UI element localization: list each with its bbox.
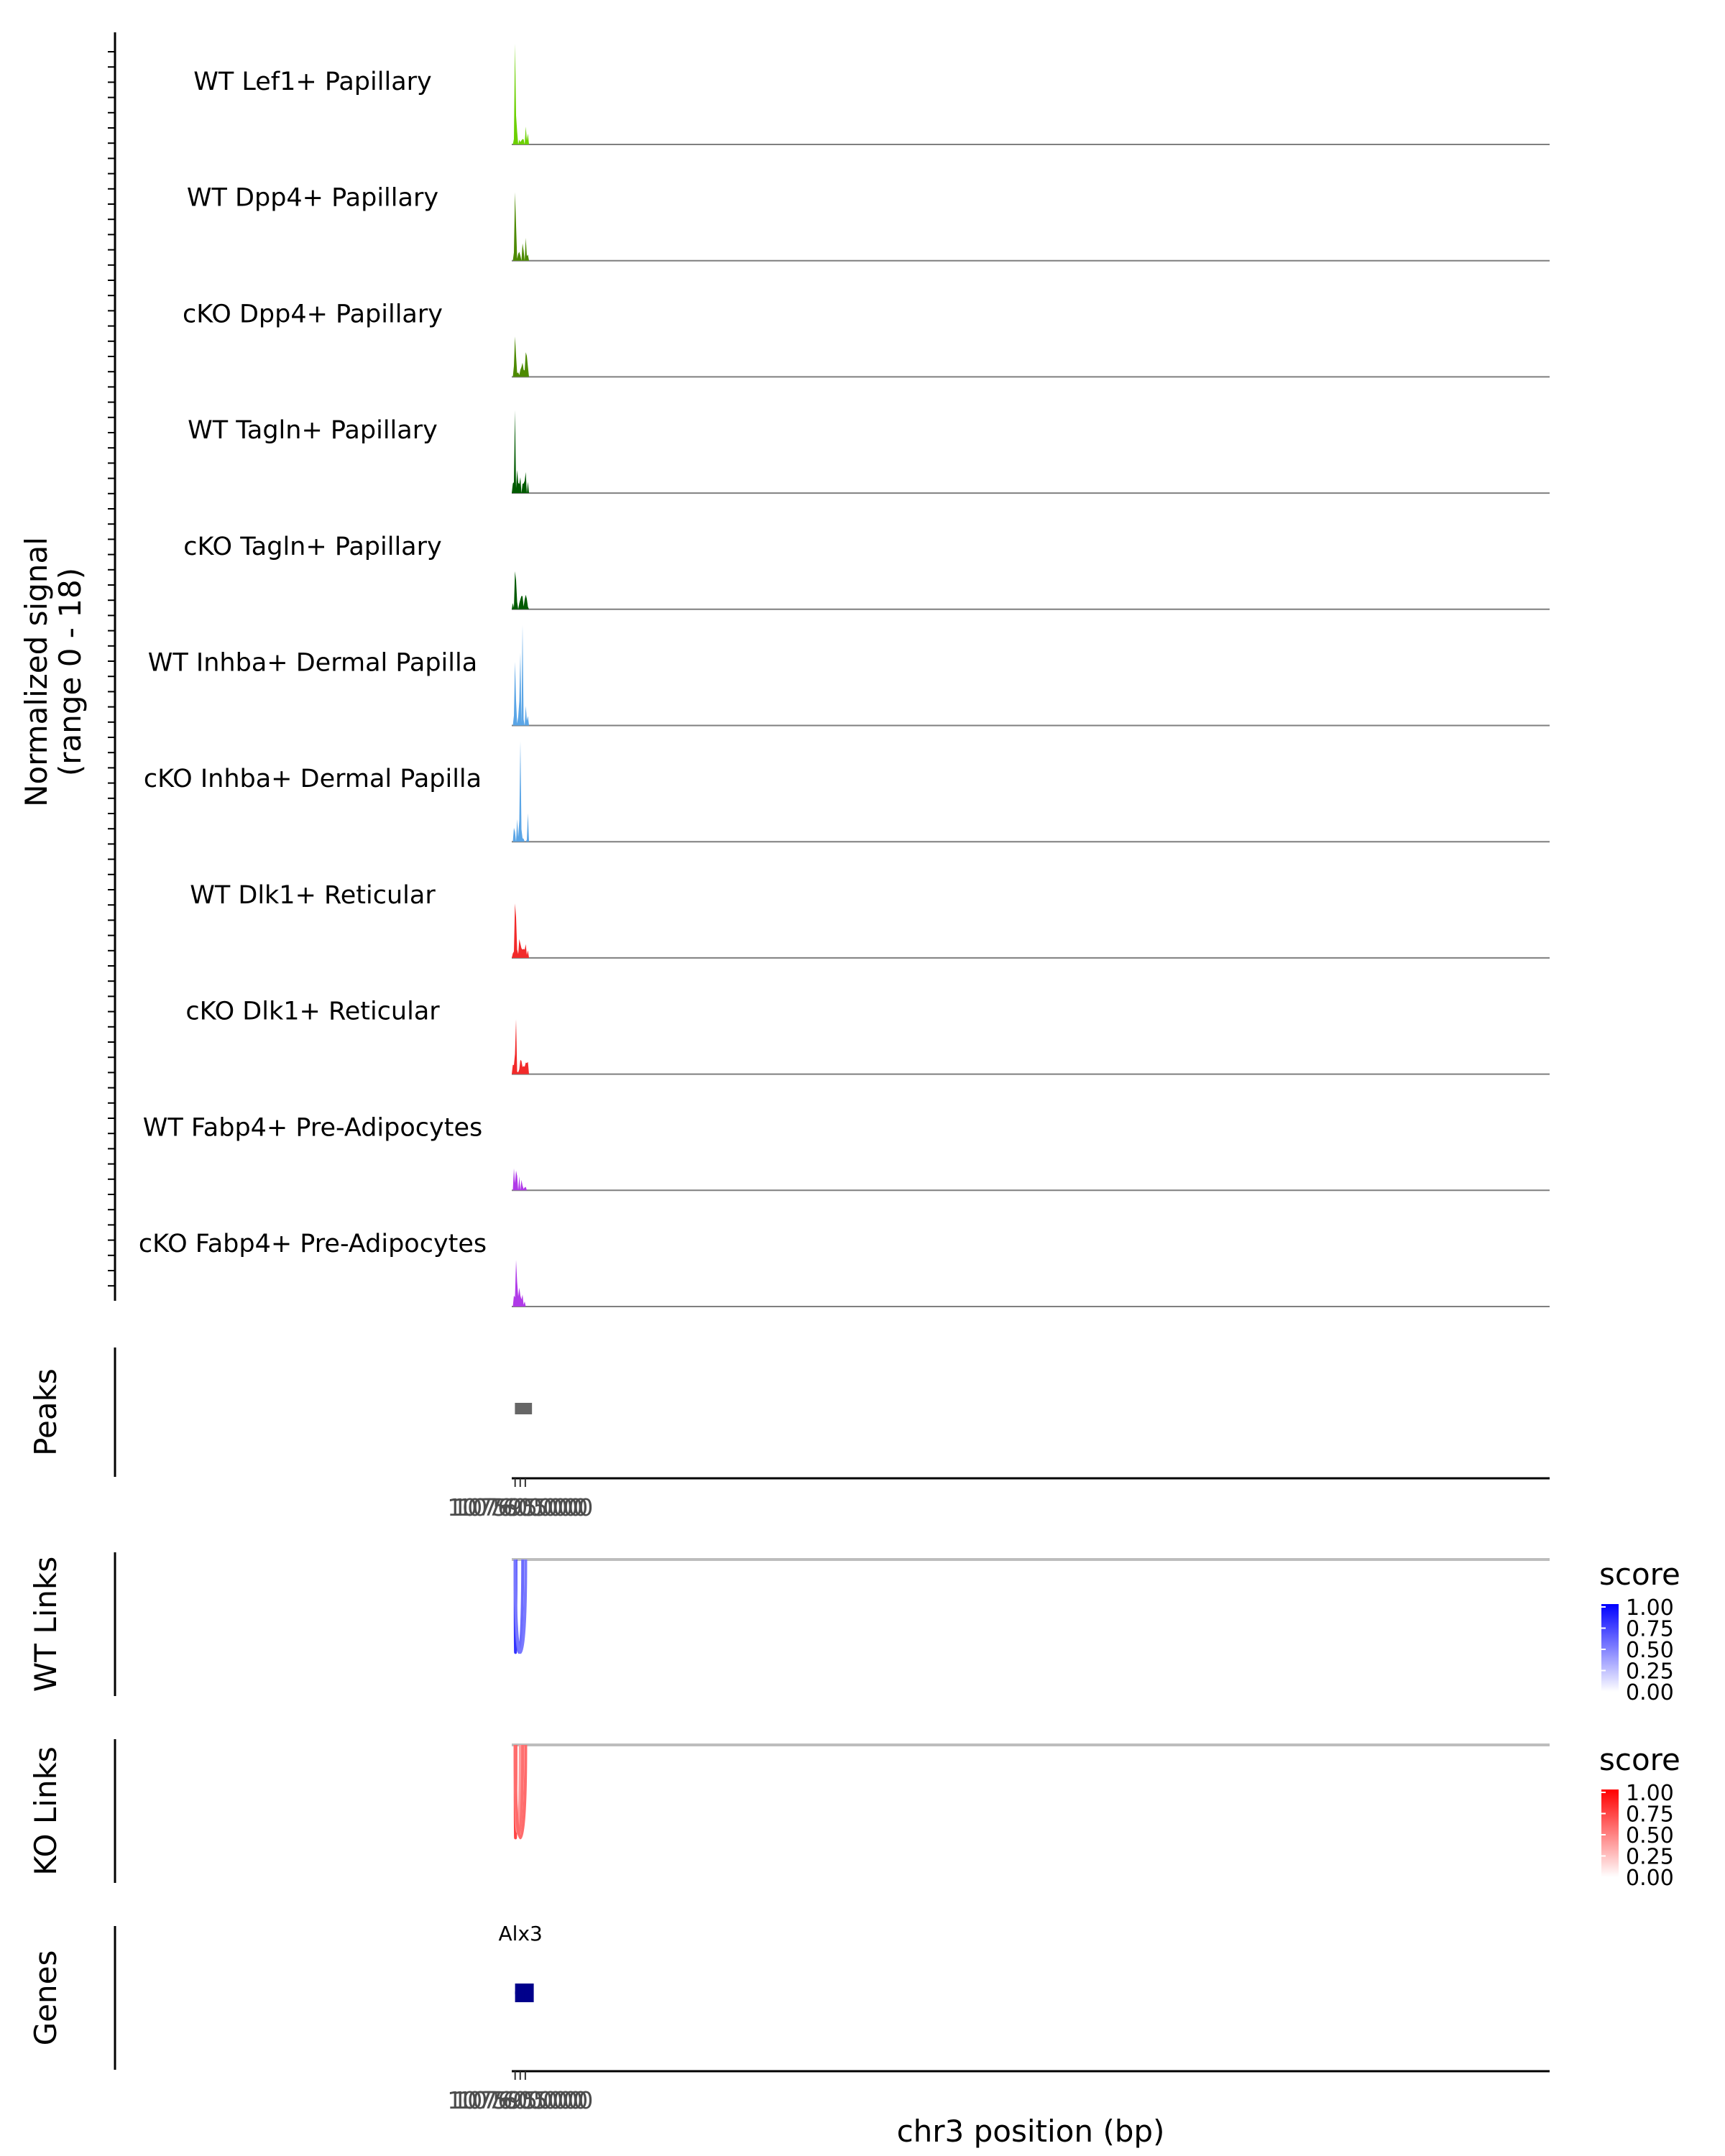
legend-label: 0.25 xyxy=(1626,1659,1674,1685)
track-label: WT Lef1+ Papillary xyxy=(193,68,432,96)
coverage-track: WT Inhba+ Dermal Papilla xyxy=(148,625,1550,727)
ko-links-section: KO Links score 1.000.750.500.250.00 xyxy=(28,1739,1680,1891)
coverage-tracks: WT Lef1+ Papillary WT Dpp4+ Papillary cKO … xyxy=(139,44,1550,1307)
x-tick-label: 107595000 xyxy=(447,2086,583,2114)
x-axis-title: chr3 position (bp) xyxy=(897,2114,1165,2149)
coverage-track: WT Tagln+ Papillary xyxy=(188,410,1550,494)
track-label: WT Dpp4+ Papillary xyxy=(187,184,438,213)
wt-links-legend: score 1.000.750.500.250.00 xyxy=(1599,1557,1680,1705)
wt-legend-title: score xyxy=(1599,1557,1680,1592)
track-label: WT Fabp4+ Pre-Adipocytes xyxy=(143,1113,482,1142)
x-tick-label: 107600000 xyxy=(452,2086,588,2114)
coverage-track: WT Fabp4+ Pre-Adipocytes xyxy=(143,1113,1550,1192)
legend-label: 0.75 xyxy=(1626,1802,1674,1828)
x-tick-label: 107595000 xyxy=(447,1493,583,1521)
genes-label: Genes xyxy=(28,1950,63,2046)
ko-legend-colorbar xyxy=(1601,1789,1619,1877)
coverage-ylabel-line1: Normalized signal xyxy=(19,537,54,807)
link-arc xyxy=(513,1744,528,1840)
peaks-label: Peaks xyxy=(28,1368,63,1456)
track-label: WT Tagln+ Papillary xyxy=(188,416,438,445)
link-arc xyxy=(513,1559,528,1654)
ko-link-arcs xyxy=(513,1744,528,1840)
track-label: cKO Dpp4+ Papillary xyxy=(183,300,443,328)
genes-section: Genes Alx3 xyxy=(28,1922,543,2070)
coverage-section: Normalized signal (range 0 - 18) WT Lef1… xyxy=(19,32,1550,1307)
coverage-track: WT Dlk1+ Reticular xyxy=(190,881,1550,959)
peak-regions xyxy=(515,1403,533,1414)
x-tick-label: 107605000 xyxy=(457,1493,593,1521)
coverage-track: cKO Dpp4+ Papillary xyxy=(183,300,1550,378)
legend-label: 0.25 xyxy=(1626,1845,1674,1870)
gene-models: Alx3 xyxy=(499,1922,543,2002)
legend-label: 1.00 xyxy=(1626,1781,1674,1806)
track-label: WT Dlk1+ Reticular xyxy=(190,881,436,910)
track-label: cKO Inhba+ Dermal Papilla xyxy=(144,765,482,793)
wt-links-section: WT Links score 1.000.750.500.250.00 xyxy=(28,1552,1680,1705)
coverage-track: cKO Inhba+ Dermal Papilla xyxy=(144,741,1550,843)
legend-label: 0.00 xyxy=(1626,1680,1674,1705)
track-label: cKO Tagln+ Papillary xyxy=(183,533,442,561)
ko-legend-title: score xyxy=(1599,1742,1680,1777)
gene-exon xyxy=(525,1984,534,2002)
legend-label: 0.50 xyxy=(1626,1638,1674,1663)
ko-links-legend: score 1.000.750.500.250.00 xyxy=(1599,1742,1680,1891)
coverage-track: cKO Dlk1+ Reticular xyxy=(185,998,1550,1075)
legend-label: 0.75 xyxy=(1626,1617,1674,1642)
gene-model: Alx3 xyxy=(499,1922,543,2002)
coverage-y-ticks xyxy=(108,51,115,1287)
coverage-track: WT Dpp4+ Papillary xyxy=(187,184,1550,262)
track-label: WT Inhba+ Dermal Papilla xyxy=(148,649,477,678)
coverage-track: cKO Fabp4+ Pre-Adipocytes xyxy=(139,1230,1550,1307)
coverage-ylabel-line2: (range 0 - 18) xyxy=(52,568,88,776)
track-label: cKO Fabp4+ Pre-Adipocytes xyxy=(139,1230,487,1258)
peak-region xyxy=(525,1403,533,1414)
peak-region xyxy=(515,1403,522,1414)
coverage-track: WT Lef1+ Papillary xyxy=(193,44,1550,145)
x-tick-label: 107605000 xyxy=(457,2086,593,2114)
x-tick-label: 107600000 xyxy=(452,1493,588,1521)
wt-legend-colorbar xyxy=(1601,1604,1619,1692)
wt-link-arcs xyxy=(513,1559,528,1654)
legend-label: 0.50 xyxy=(1626,1823,1674,1848)
legend-label: 1.00 xyxy=(1626,1595,1674,1621)
coverage-track: cKO Tagln+ Papillary xyxy=(183,533,1550,610)
wt-links-label: WT Links xyxy=(28,1557,63,1692)
peaks-section: Peaks xyxy=(28,1348,533,1477)
gene-name: Alx3 xyxy=(499,1922,543,1945)
ko-links-label: KO Links xyxy=(28,1746,63,1876)
legend-label: 0.00 xyxy=(1626,1866,1674,1891)
track-label: cKO Dlk1+ Reticular xyxy=(185,998,440,1026)
